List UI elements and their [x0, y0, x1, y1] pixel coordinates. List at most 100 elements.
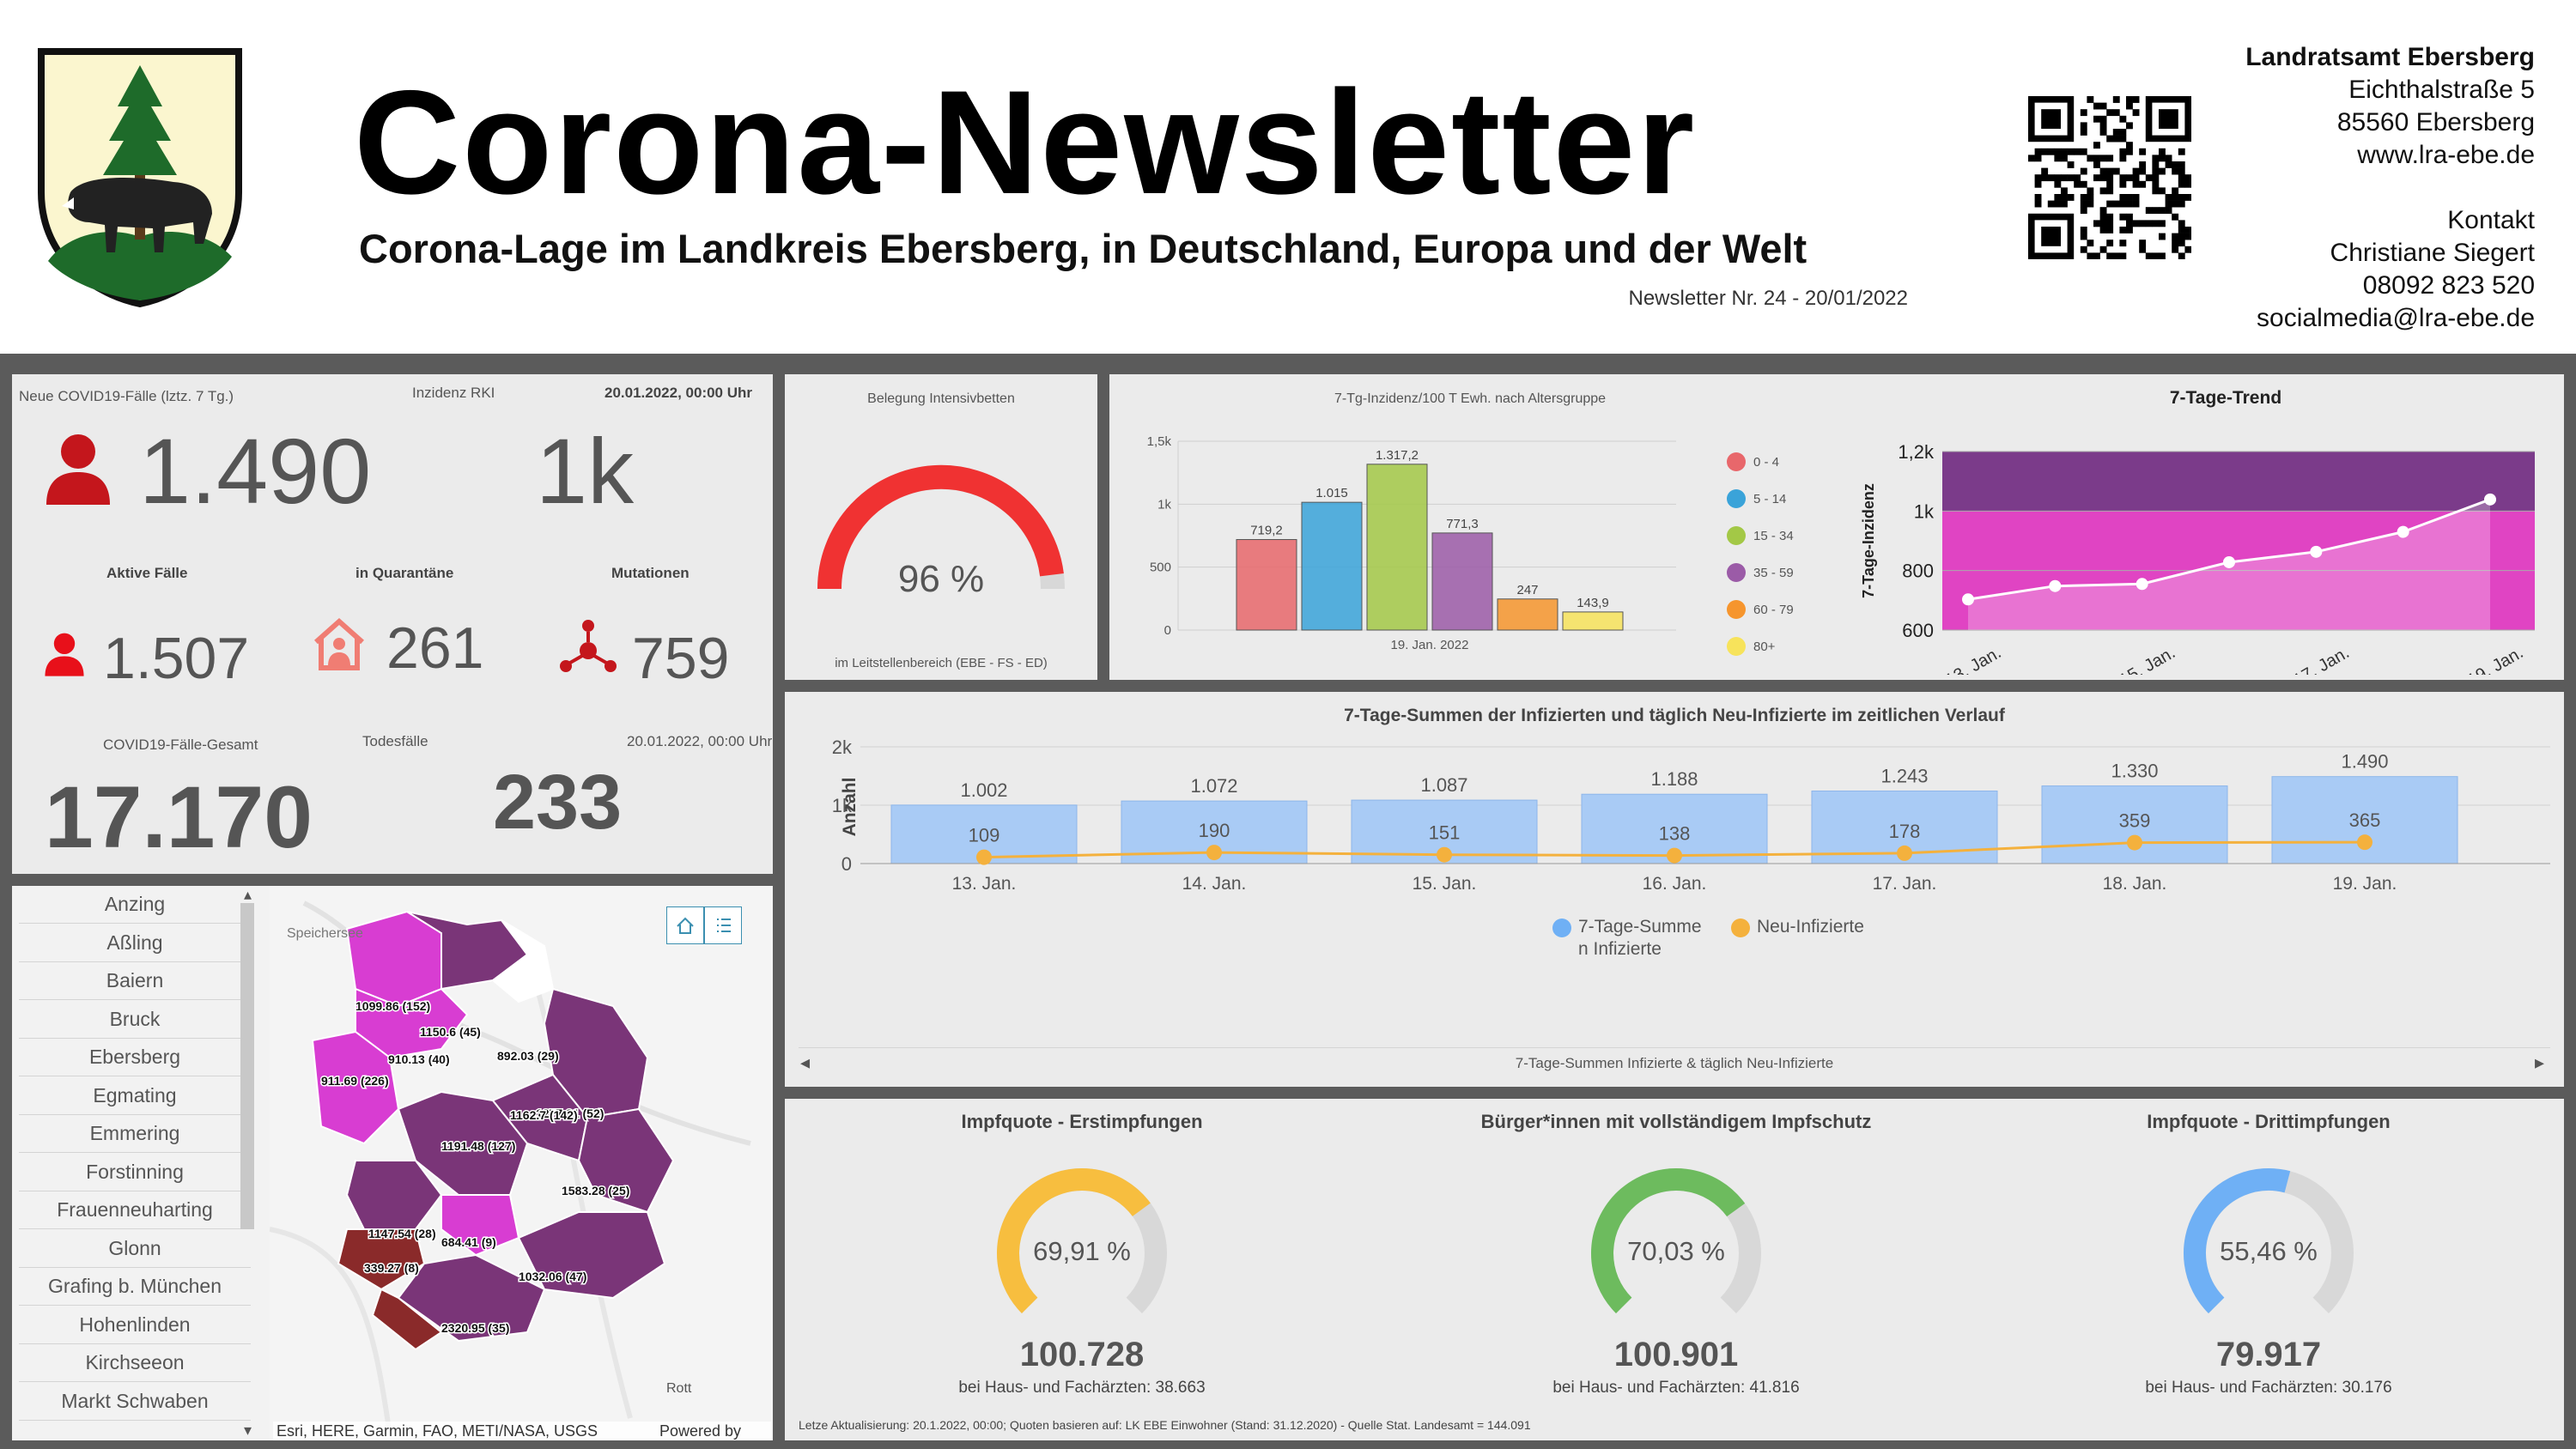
qr-module [2119, 135, 2127, 142]
newsletter-header: Corona-Newsletter Corona-Lage im Landkre… [0, 0, 2576, 354]
sums-title: 7-Tage-Summen der Infizierten und täglic… [1344, 706, 2005, 725]
trend-x-tick: 19. Jan. [2464, 643, 2527, 675]
qr-module [2080, 246, 2087, 253]
new-infections-point [1437, 846, 1452, 863]
office-city: 85560 Ebersberg [2336, 108, 2535, 136]
municipality-item[interactable]: Baiern [19, 962, 251, 1000]
new-infections-point [1897, 845, 1912, 861]
qr-module [2178, 180, 2185, 188]
municipality-item[interactable]: Ebersberg [19, 1039, 251, 1076]
coat-of-arms-logo [38, 48, 242, 308]
municipality-item[interactable]: Markt Schwaben [19, 1382, 251, 1421]
legend-sum-icon [1552, 919, 1571, 937]
municipality-area [491, 919, 555, 1003]
qr-module [2087, 194, 2094, 201]
scroll-down-icon[interactable]: ▾ [244, 1422, 252, 1439]
qr-module [2184, 227, 2191, 233]
icu-footer: im Leitstellenbereich (EBE - FS - ED) [835, 656, 1048, 670]
qr-module [2139, 148, 2147, 155]
qr-module [2106, 167, 2114, 175]
trend-y-tick: 1,2k [1898, 441, 1935, 463]
list-scrollbar[interactable] [240, 903, 254, 1229]
qr-module [2034, 174, 2042, 182]
qr-module [2074, 148, 2081, 155]
municipality-item[interactable]: Emmering [19, 1115, 251, 1153]
qr-module [2099, 246, 2107, 253]
icu-panel: Belegung Intensivbetten 96 % im Leitstel… [785, 374, 1097, 680]
qr-module [2165, 161, 2172, 168]
qr-module [2159, 207, 2166, 215]
trend-x-tick: 15. Jan. [2117, 643, 2179, 675]
municipality-item[interactable]: Glonn [19, 1229, 251, 1268]
qr-module [2172, 161, 2179, 168]
gauge-value-arc [997, 1168, 1151, 1313]
age-y-tick: 0 [1164, 623, 1171, 638]
qr-module [2172, 167, 2179, 175]
legend-button[interactable] [704, 906, 742, 944]
municipality-item[interactable]: Hohenlinden [19, 1306, 251, 1344]
icu-gauge [817, 464, 1065, 590]
home-button[interactable] [666, 906, 704, 944]
next-chart-arrow-icon[interactable]: ▸ [2535, 1052, 2545, 1073]
qr-module [2165, 194, 2172, 201]
legend-new-label[interactable]: Neu-Infizierte [1757, 917, 1864, 937]
municipality-item[interactable]: Frauenneuharting [19, 1191, 251, 1229]
qr-module [2054, 174, 2062, 182]
municipality-item[interactable]: Kirchseeon [19, 1344, 251, 1382]
vaccination-footer: Letze Aktualisierung: 20.1.2022, 00:00; … [799, 1418, 1531, 1432]
office-website-link[interactable]: www.lra-ebe.de [2357, 141, 2535, 169]
vaccination-percent: 55,46 % [2220, 1236, 2318, 1266]
age-bar [1497, 598, 1558, 631]
qr-module [2152, 220, 2160, 227]
municipality-item[interactable]: Anzing [19, 886, 251, 924]
qr-module [2165, 207, 2172, 215]
qr-module [2159, 233, 2166, 240]
qr-module [2047, 174, 2055, 182]
municipality-item[interactable]: Bruck [19, 1000, 251, 1039]
quarantine-label: in Quarantäne [355, 565, 454, 581]
municipality-item[interactable]: Egmating [19, 1076, 251, 1115]
total-cases-label: COVID19-Fälle-Gesamt [103, 737, 258, 753]
qr-module [2061, 187, 2068, 195]
new-infections-point [976, 849, 992, 865]
age-y-tick: 1,5k [1147, 434, 1172, 449]
qr-module [2080, 129, 2087, 136]
qr-module [2087, 252, 2094, 259]
qr-module [2080, 109, 2087, 117]
qr-module [2132, 200, 2140, 208]
office-street: Eichthalstraße 5 [2348, 76, 2535, 104]
powered-by-esri[interactable]: Powered by Esri [659, 1422, 742, 1440]
sums-chart: 2k 1k 0 Anzahl 1.002 13. Jan. 1.072 14. Jan. 1.0… [832, 737, 2550, 894]
vaccination-gauge [2184, 1168, 2354, 1313]
municipality-item[interactable]: Aßling [19, 924, 251, 962]
prev-chart-arrow-icon[interactable]: ◂ [800, 1052, 811, 1073]
qr-module [2106, 220, 2114, 227]
contact-label: Kontakt [2447, 206, 2535, 234]
scroll-up-icon[interactable]: ▴ [244, 886, 252, 903]
qr-module [2119, 213, 2127, 221]
contact-block: Landratsamt Ebersberg Eichthalstraße 5 8… [2198, 41, 2535, 335]
contact-name: Christiane Siegert [2330, 239, 2535, 267]
municipality-item[interactable]: Grafing b. München [19, 1268, 251, 1306]
qr-module [2106, 239, 2114, 247]
qr-module [2080, 207, 2087, 215]
legend-sum-label[interactable]: 7-Tage-Summe [1578, 917, 1702, 937]
qr-code-icon[interactable] [2028, 96, 2191, 259]
contact-phone: 08092 823 520 [2362, 271, 2535, 300]
qr-module [2178, 220, 2185, 227]
municipality-item[interactable]: Forstinning [19, 1153, 251, 1191]
total-cases-value: 17.170 [45, 768, 313, 866]
vaccination-card: Bürger*innen mit vollständigem Impfschut… [1419, 1099, 1934, 1416]
qr-module [2093, 102, 2100, 110]
office-name: Landratsamt Ebersberg [2245, 43, 2535, 71]
mutations-value: 759 [632, 626, 730, 691]
newsletter-title: Corona-Newsletter [354, 60, 1697, 225]
age-bar-label: 771,3 [1446, 517, 1479, 531]
qr-module [2112, 129, 2120, 136]
sums-x-tick: 13. Jan. [952, 874, 1017, 894]
legend-sum-label-2[interactable]: n Infizierte [1578, 939, 1662, 959]
qr-module [2087, 239, 2094, 247]
qr-module [2152, 187, 2160, 195]
district-map[interactable]: 1099.86 (152) 1150.6 (45) 910.13 (40) 892.0… [270, 886, 773, 1440]
contact-email-link[interactable]: socialmedia@lra-ebe.de [2257, 304, 2535, 332]
